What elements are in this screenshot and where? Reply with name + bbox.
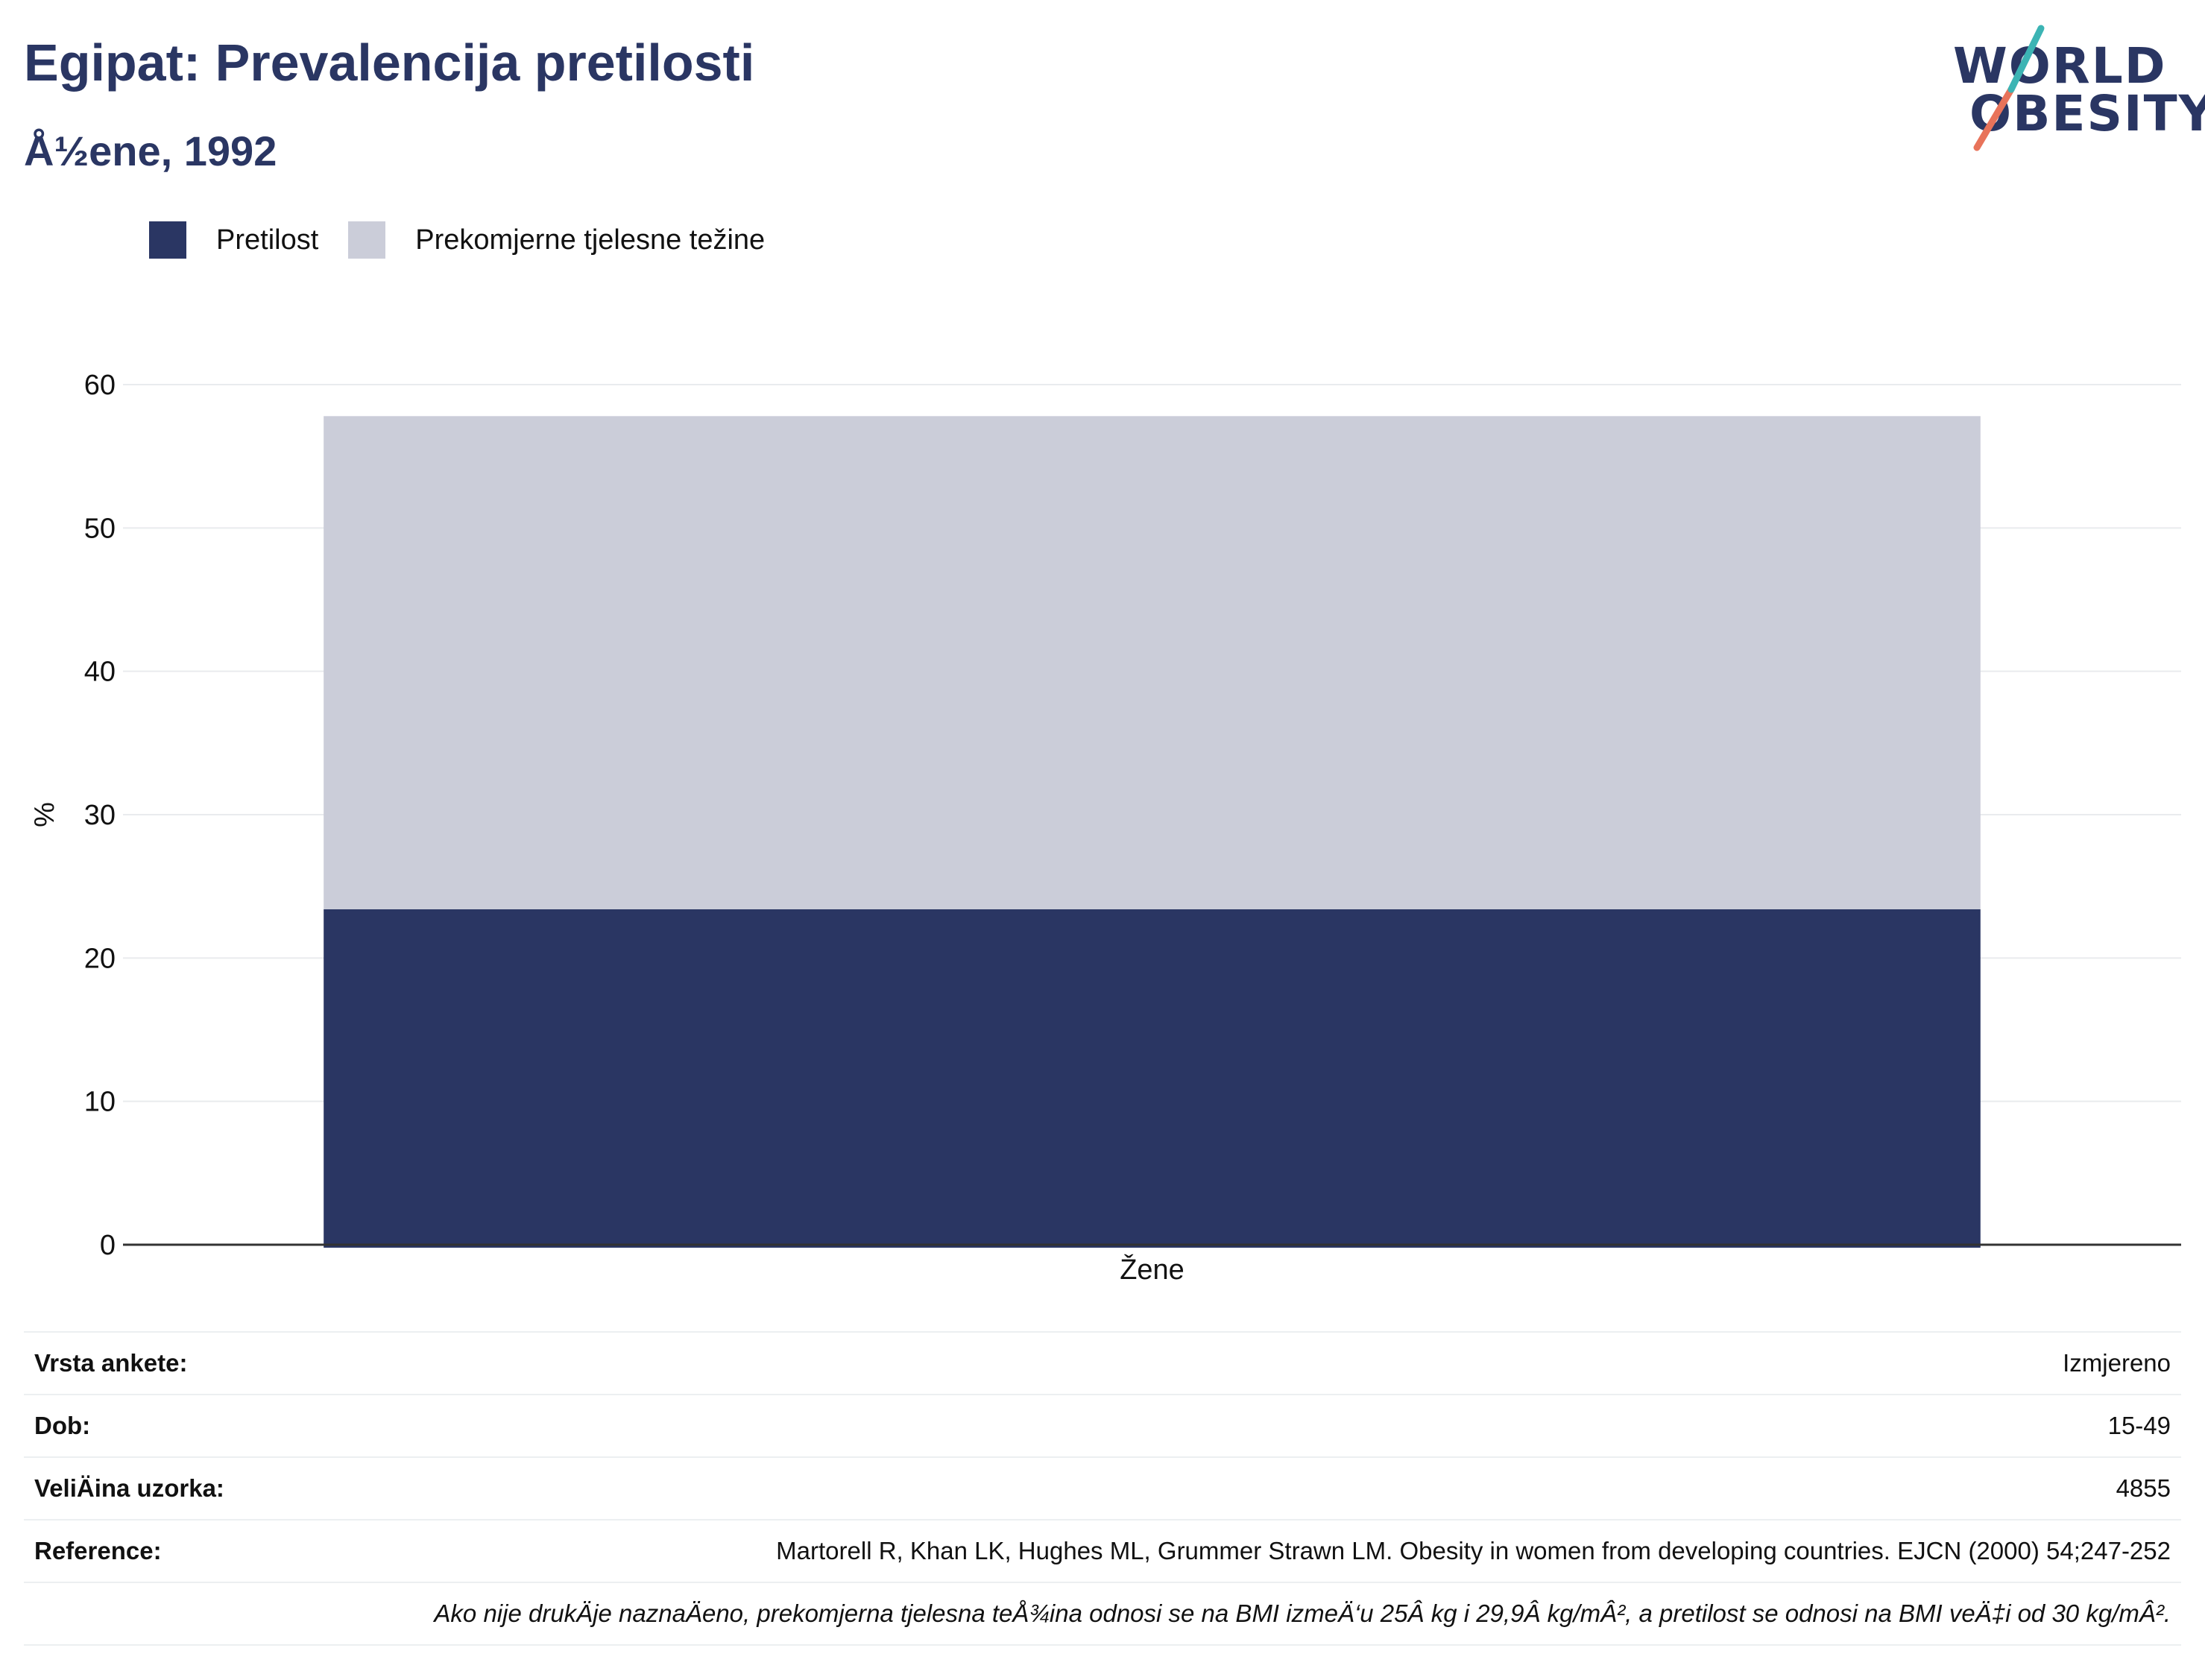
chart-title: Egipat: Prevalencija pretilosti (24, 33, 754, 92)
legend-label-pretilost: Pretilost (216, 224, 318, 256)
world-obesity-logo: WORLD OBESITY (1938, 21, 2192, 162)
info-label: Reference: (34, 1537, 162, 1565)
info-value: 15-49 (2108, 1412, 2171, 1440)
y-tick-label: 10 (84, 1087, 116, 1118)
y-tick-label: 60 (84, 370, 116, 401)
legend-label-prekomjerne: Prekomjerne tjelesne težine (415, 224, 765, 256)
info-label: Dob: (34, 1412, 90, 1440)
bar-pretilost (324, 909, 1981, 1248)
legend-swatch-prekomjerne (348, 221, 385, 259)
legend-item-prekomjerne: Prekomjerne tjelesne težine (348, 221, 765, 259)
definition-note: Ako nije drukÄ je naznaÄ eno, prekomjern… (24, 1582, 2181, 1646)
info-value: Martorell R, Khan LK, Hughes ML, Grummer… (776, 1537, 2171, 1565)
info-value: 4855 (2116, 1474, 2171, 1503)
bar-prekomjerne (324, 416, 1981, 909)
logo-slash-icon (1938, 21, 2192, 162)
bar-chart: 0 10 20 30 40 50 60% Žene (0, 313, 2205, 1297)
chart-legend: Pretilost Prekomjerne tjelesne težine (149, 221, 795, 259)
info-row-survey-type: Vrsta ankete: Izmjereno (24, 1331, 2181, 1394)
legend-item-pretilost: Pretilost (149, 221, 318, 259)
y-tick-label: 30 (84, 800, 116, 831)
legend-swatch-pretilost (149, 221, 186, 259)
y-tick-label: 50 (84, 513, 116, 544)
note-text: Ako nije drukÄ je naznaÄ eno, prekomjern… (434, 1600, 2171, 1628)
info-row-age: Dob: 15-49 (24, 1394, 2181, 1456)
y-tick-label: 0 (100, 1230, 116, 1261)
y-axis-title: % (29, 802, 60, 827)
info-value: Izmjereno (2063, 1349, 2171, 1377)
y-tick-label: 40 (84, 657, 116, 688)
info-label: Vrsta ankete: (34, 1349, 187, 1377)
info-row-sample-size: VeliÄ ina uzorka: 4855 (24, 1456, 2181, 1519)
x-tick-label: Žene (1120, 1254, 1184, 1286)
info-table: Vrsta ankete: Izmjereno Dob: 15-49 VeliÄ… (24, 1331, 2181, 1646)
info-row-reference: Reference: Martorell R, Khan LK, Hughes … (24, 1519, 2181, 1582)
y-tick-label: 20 (84, 943, 116, 974)
info-label: VeliÄ ina uzorka: (34, 1474, 224, 1503)
chart-subtitle: Å½ene, 1992 (24, 127, 277, 175)
